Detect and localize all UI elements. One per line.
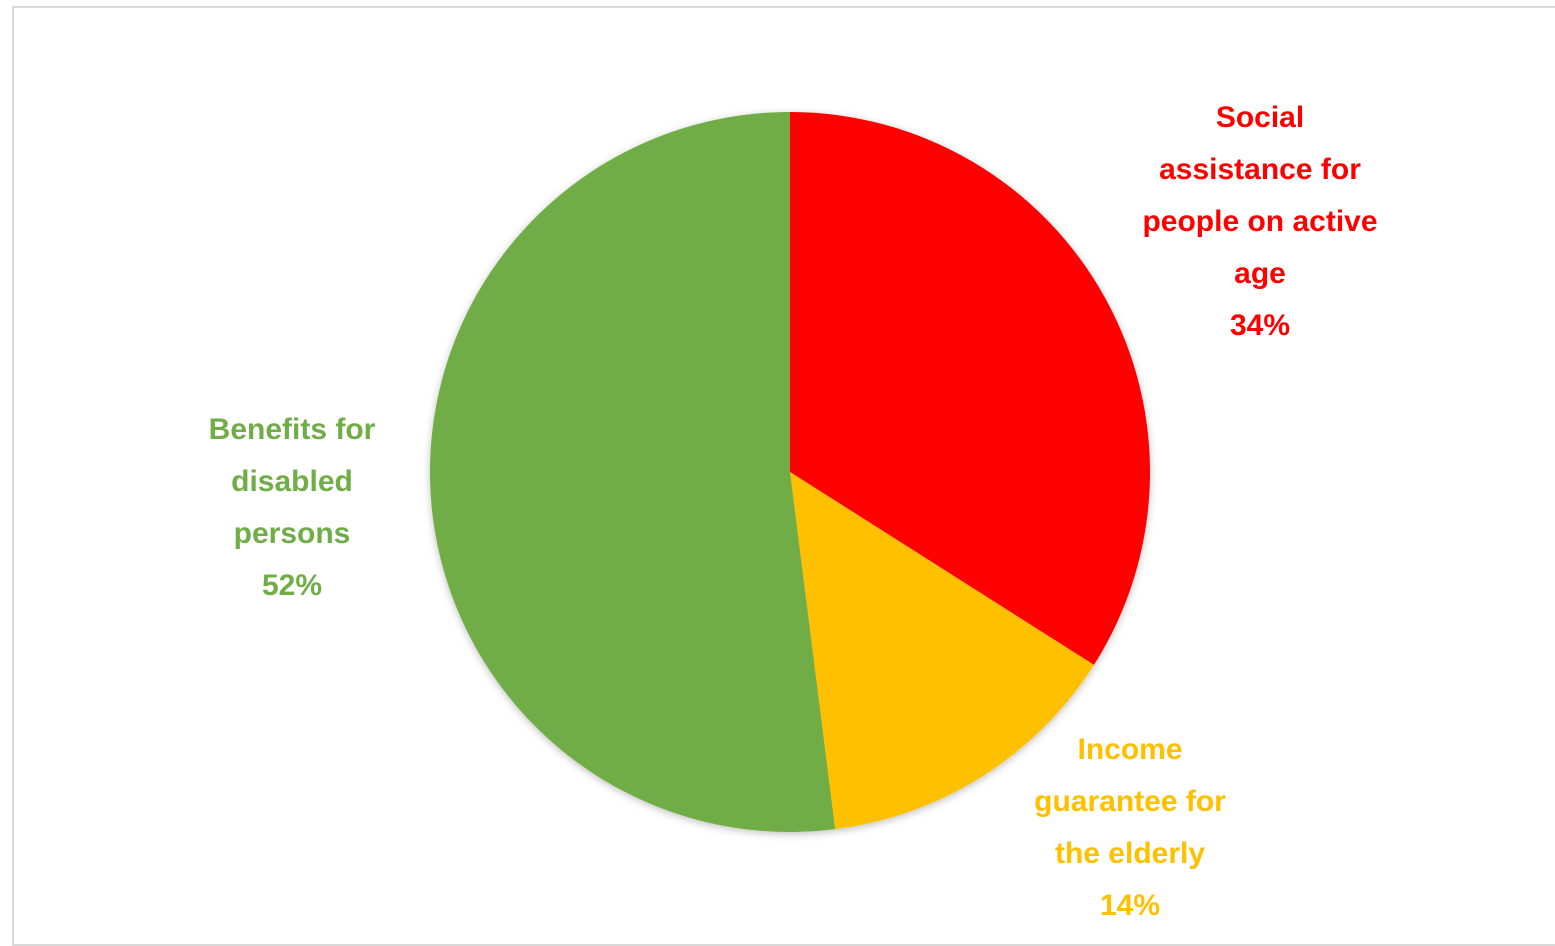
category-label: Social assistance for people on active a…: [1142, 101, 1378, 290]
pie-slice: [790, 112, 1150, 665]
category-label: Income guarantee for the elderly: [1034, 733, 1226, 870]
value-label: 14%: [1099, 889, 1161, 922]
pie: [430, 112, 1150, 832]
slice-label: Income guarantee for the elderly 14%: [1010, 724, 1250, 932]
value-label: 52%: [261, 569, 323, 602]
pie-slice: [430, 112, 836, 832]
category-label: Benefits for disabled persons: [208, 413, 376, 550]
value-label: 34%: [1229, 309, 1291, 342]
pie-slice: [790, 472, 1094, 830]
slice-label: Benefits for disabled persons 52%: [182, 404, 402, 612]
slice-label: Social assistance for people on active a…: [1135, 92, 1385, 352]
